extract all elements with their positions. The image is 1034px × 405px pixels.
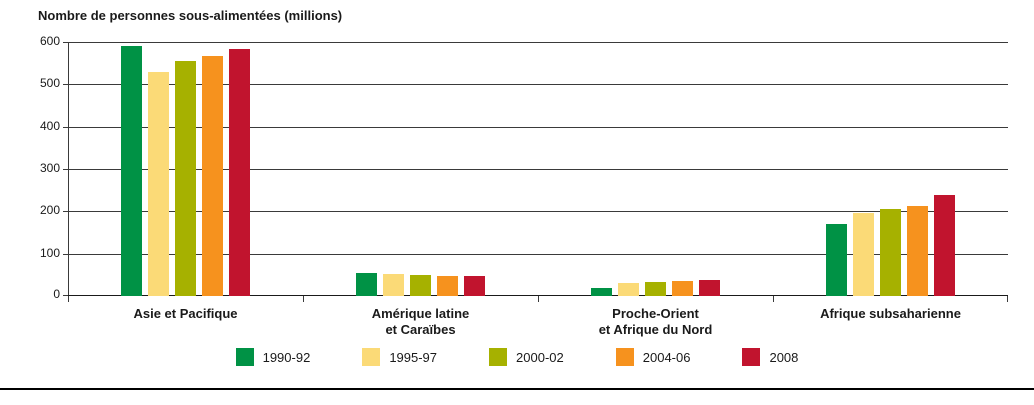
y-axis-tick-label: 600 — [39, 34, 60, 48]
gridline — [68, 126, 1008, 128]
bar-2000-02 — [175, 61, 196, 296]
y-axis-tick-label: 400 — [39, 118, 60, 133]
bottom-rule — [0, 388, 1034, 390]
legend-label: 2000-02 — [516, 349, 564, 365]
bar-1990-92 — [826, 224, 847, 296]
y-axis-tick — [63, 253, 68, 255]
x-axis-line — [68, 295, 1008, 296]
bar-2008 — [699, 279, 720, 296]
legend-swatch-icon — [742, 348, 761, 366]
y-axis-tick — [63, 84, 68, 86]
legend-item-2004-06: 2004-06 — [615, 348, 691, 366]
category-label: Amérique latine et Caraïbes — [303, 306, 538, 339]
bar-1990-92 — [121, 46, 142, 296]
gridline — [68, 84, 1008, 86]
bar-1995-97 — [618, 283, 639, 296]
category-label-line: et Afrique du Nord — [598, 322, 713, 338]
category-label-line: et Caraïbes — [385, 322, 456, 338]
category-label-line: Asie et Pacifique — [133, 306, 238, 321]
category-label-line: Proche-Orient — [612, 306, 699, 321]
legend-swatch-icon — [362, 348, 381, 366]
legend: 1990-92 1995-97 2000-02 2004-06 2008 — [0, 348, 1034, 366]
legend-label: 2008 — [769, 349, 799, 365]
legend-item-1995-97: 1995-97 — [362, 348, 437, 366]
y-axis-tick-label: 200 — [39, 203, 60, 218]
bar-2000-02 — [410, 275, 431, 296]
y-axis-tick-label: 0 — [53, 287, 60, 301]
bar-2000-02 — [645, 282, 666, 296]
legend-label: 1990-92 — [262, 349, 311, 365]
bar-2004-06 — [437, 276, 458, 296]
x-axis-tick — [773, 296, 774, 302]
y-axis-tick-label: 100 — [39, 245, 60, 260]
bar-2008 — [229, 49, 250, 296]
y-axis-tick — [63, 42, 68, 43]
x-axis-tick — [1007, 296, 1008, 302]
bar-2008 — [934, 194, 955, 296]
category-label: Afrique subsaharienne — [773, 306, 1008, 322]
bar-2008 — [464, 276, 485, 296]
legend-swatch-icon — [615, 348, 634, 366]
gridline — [68, 169, 1008, 170]
legend-label: 1995-97 — [389, 349, 438, 365]
gridline — [68, 253, 1008, 255]
gridline — [68, 42, 1008, 43]
y-axis-tick — [63, 295, 68, 296]
bar-2004-06 — [907, 205, 928, 296]
y-axis-tick — [63, 126, 68, 128]
bar-1990-92 — [591, 287, 612, 296]
bar-1995-97 — [148, 71, 169, 296]
bar-1995-97 — [853, 213, 874, 296]
legend-item-2000-02: 2000-02 — [489, 348, 564, 366]
category-label: Proche-Orient et Afrique du Nord — [538, 306, 773, 339]
y-axis-tick — [63, 211, 68, 213]
x-axis-tick — [303, 296, 304, 302]
x-axis-tick — [538, 296, 539, 302]
y-axis-tick — [63, 169, 68, 170]
gridline — [68, 211, 1008, 213]
bar-1995-97 — [383, 274, 404, 296]
legend-swatch-icon — [235, 348, 254, 366]
legend-swatch-icon — [489, 348, 508, 366]
category-label-line: Afrique subsaharienne — [820, 306, 961, 321]
legend-label: 2004-06 — [642, 349, 691, 365]
legend-item-2008: 2008 — [742, 348, 798, 366]
bar-1990-92 — [356, 273, 377, 296]
bar-2004-06 — [672, 280, 693, 296]
y-axis-tick-label: 500 — [39, 76, 60, 91]
chart-title: Nombre de personnes sous-alimentées (mil… — [38, 8, 343, 23]
category-label: Asie et Pacifique — [68, 306, 303, 322]
legend-item-1990-92: 1990-92 — [235, 348, 311, 366]
category-label-line: Amérique latine — [371, 306, 470, 321]
y-axis-tick-label: 300 — [39, 161, 60, 175]
plot-area: 0 100 200 300 400 500 600 Asie et Pacifique Amér… — [40, 34, 1008, 337]
bar-2000-02 — [880, 208, 901, 296]
bar-2004-06 — [202, 56, 223, 296]
x-axis-tick — [68, 296, 69, 302]
